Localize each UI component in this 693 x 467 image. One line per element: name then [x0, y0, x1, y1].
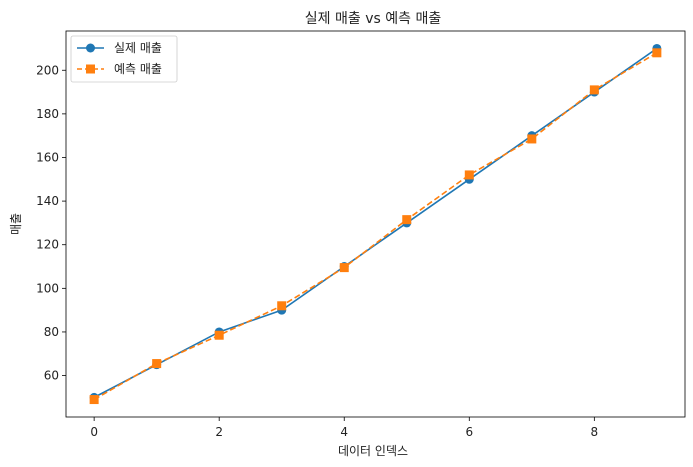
legend-label: 실제 매출 [114, 41, 162, 55]
y-tick-label: 180 [36, 107, 59, 121]
data-point [527, 134, 537, 144]
chart-title: 실제 매출 vs 예측 매출 [305, 11, 442, 27]
series-line [93, 52, 658, 401]
y-axis-label: 매출 [9, 213, 23, 235]
data-point [277, 301, 287, 311]
plot-area [66, 31, 685, 417]
y-tick-label: 60 [44, 369, 59, 383]
data-point [214, 330, 224, 340]
legend-marker [86, 43, 95, 53]
x-tick-label: 8 [591, 425, 599, 439]
data-point [464, 170, 474, 180]
x-tick-label: 6 [465, 425, 473, 439]
series-layer [89, 43, 662, 405]
data-point [152, 359, 162, 369]
y-tick-label: 80 [44, 325, 59, 339]
x-tick-label: 4 [340, 425, 348, 439]
legend-label: 예측 매출 [114, 62, 162, 76]
data-point [589, 85, 599, 95]
y-tick-label: 160 [36, 150, 59, 164]
y-tick-label: 100 [36, 281, 59, 295]
series-2 [89, 48, 662, 405]
x-tick-label: 2 [215, 425, 223, 439]
data-point [89, 395, 99, 405]
data-point [652, 48, 662, 58]
legend-marker [86, 64, 95, 74]
plot-frame [65, 30, 686, 418]
y-tick-label: 120 [36, 238, 59, 252]
y-tick-label: 140 [36, 194, 59, 208]
axis-ticks: 0 2 4 6 8 60 80 100 120 140 160 180 200 [36, 63, 598, 439]
y-tick-label: 200 [36, 63, 59, 77]
legend-item: 실제 매출 [77, 41, 162, 55]
data-point [402, 215, 412, 225]
legend-item: 예측 매출 [77, 62, 162, 76]
data-point [339, 263, 349, 273]
x-axis-label: 데이터 인덱스 [338, 444, 408, 458]
x-tick-label: 0 [90, 425, 98, 439]
